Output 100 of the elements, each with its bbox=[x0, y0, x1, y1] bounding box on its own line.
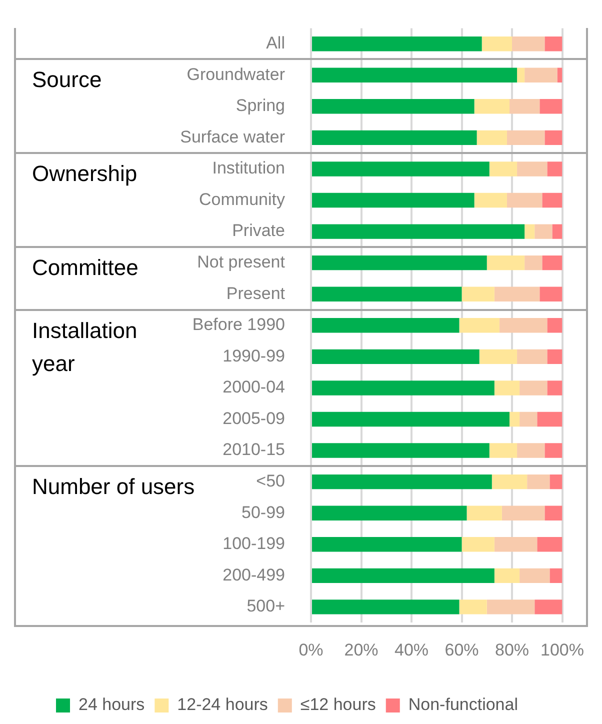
y-tick-label: Institution bbox=[212, 158, 285, 178]
y-tick-label: All bbox=[266, 34, 285, 53]
bar bbox=[482, 36, 512, 52]
bar bbox=[506, 130, 545, 146]
bar bbox=[534, 224, 552, 239]
x-tick-label: 20% bbox=[344, 640, 378, 660]
bar bbox=[312, 600, 460, 614]
legend-label: 12-24 hours bbox=[177, 695, 268, 714]
y-tick-label: 500+ bbox=[246, 596, 286, 616]
y-tick-label: 1990-99 bbox=[222, 346, 285, 366]
bar bbox=[547, 380, 562, 396]
y-tick-label: 50-99 bbox=[242, 502, 285, 522]
bar bbox=[542, 192, 562, 208]
legend-label: Non-functional bbox=[408, 695, 518, 714]
legend-label: 24 hours bbox=[78, 695, 145, 714]
bar bbox=[474, 192, 507, 208]
bar bbox=[312, 68, 518, 82]
y-tick-label: Before 1990 bbox=[192, 315, 285, 334]
bar bbox=[312, 349, 480, 364]
bar bbox=[462, 537, 494, 552]
legend-label: ≤12 hours bbox=[300, 695, 376, 714]
y-tick-label: 200-499 bbox=[222, 565, 285, 584]
y-tick-label: 100-199 bbox=[222, 534, 285, 554]
x-tick-label: 100% bbox=[540, 640, 584, 660]
bar bbox=[527, 474, 550, 490]
bar bbox=[459, 318, 500, 333]
x-tick-label: 60% bbox=[444, 640, 479, 660]
bar bbox=[542, 255, 562, 270]
bar bbox=[544, 36, 562, 52]
y-tick-label: Surface water bbox=[180, 127, 286, 146]
bar bbox=[494, 286, 540, 302]
bar bbox=[520, 380, 548, 396]
bar bbox=[489, 443, 518, 458]
y-tick-label: 2005-09 bbox=[222, 408, 285, 428]
bar bbox=[540, 286, 562, 302]
bar bbox=[494, 568, 520, 584]
bar bbox=[312, 99, 474, 114]
bar bbox=[534, 600, 562, 614]
bar bbox=[499, 318, 548, 333]
y-tick-label: Not present bbox=[197, 252, 286, 272]
bar bbox=[524, 255, 542, 270]
y-tick-label: Community bbox=[199, 190, 286, 209]
bar bbox=[517, 68, 525, 82]
bar bbox=[459, 600, 487, 614]
bar bbox=[476, 130, 507, 146]
bar bbox=[312, 255, 487, 270]
bar bbox=[312, 380, 494, 396]
y-tick-label: Present bbox=[226, 284, 286, 303]
text: Number of users bbox=[32, 474, 195, 500]
bar bbox=[517, 162, 548, 176]
bar bbox=[466, 506, 502, 520]
bar bbox=[312, 443, 490, 458]
bar bbox=[312, 318, 460, 333]
bar bbox=[502, 506, 545, 520]
bar bbox=[537, 412, 562, 427]
y-tick-label: Groundwater bbox=[186, 64, 286, 84]
x-tick-label: 80% bbox=[494, 640, 530, 660]
bar bbox=[547, 318, 562, 333]
bar bbox=[509, 99, 540, 114]
bar bbox=[312, 537, 462, 552]
bar bbox=[474, 99, 510, 114]
x-tick-label: 40% bbox=[394, 640, 429, 660]
bar bbox=[547, 349, 562, 364]
bar bbox=[312, 192, 474, 208]
bar bbox=[492, 474, 528, 490]
bar bbox=[550, 568, 562, 584]
bar bbox=[312, 36, 482, 52]
bar bbox=[312, 286, 462, 302]
bar bbox=[540, 99, 562, 114]
bar bbox=[547, 162, 562, 176]
bar bbox=[550, 474, 562, 490]
bar bbox=[544, 130, 562, 146]
bar bbox=[312, 506, 467, 520]
bar bbox=[489, 162, 518, 176]
text: Committee bbox=[32, 255, 138, 280]
text: Ownership bbox=[32, 161, 138, 186]
bar bbox=[312, 224, 525, 239]
bar bbox=[524, 68, 558, 82]
bar bbox=[494, 537, 538, 552]
bar bbox=[486, 600, 535, 614]
bar bbox=[312, 162, 490, 176]
bar bbox=[520, 568, 550, 584]
text: Installation year bbox=[32, 316, 138, 378]
bar bbox=[517, 349, 548, 364]
x-tick-label: 0% bbox=[298, 640, 324, 660]
bar bbox=[462, 286, 494, 302]
y-tick-label: 2010-15 bbox=[222, 440, 285, 460]
bar bbox=[506, 192, 542, 208]
bar bbox=[552, 224, 562, 239]
bar bbox=[520, 412, 538, 427]
bar bbox=[537, 537, 562, 552]
bar bbox=[517, 443, 545, 458]
y-tick-label: Private bbox=[232, 221, 285, 240]
bar bbox=[509, 412, 520, 427]
bar bbox=[512, 36, 545, 52]
bar bbox=[312, 474, 492, 490]
bar bbox=[312, 130, 477, 146]
bar bbox=[479, 349, 518, 364]
y-tick-label: <50 bbox=[256, 472, 285, 491]
y-tick-label: Spring bbox=[236, 96, 285, 116]
